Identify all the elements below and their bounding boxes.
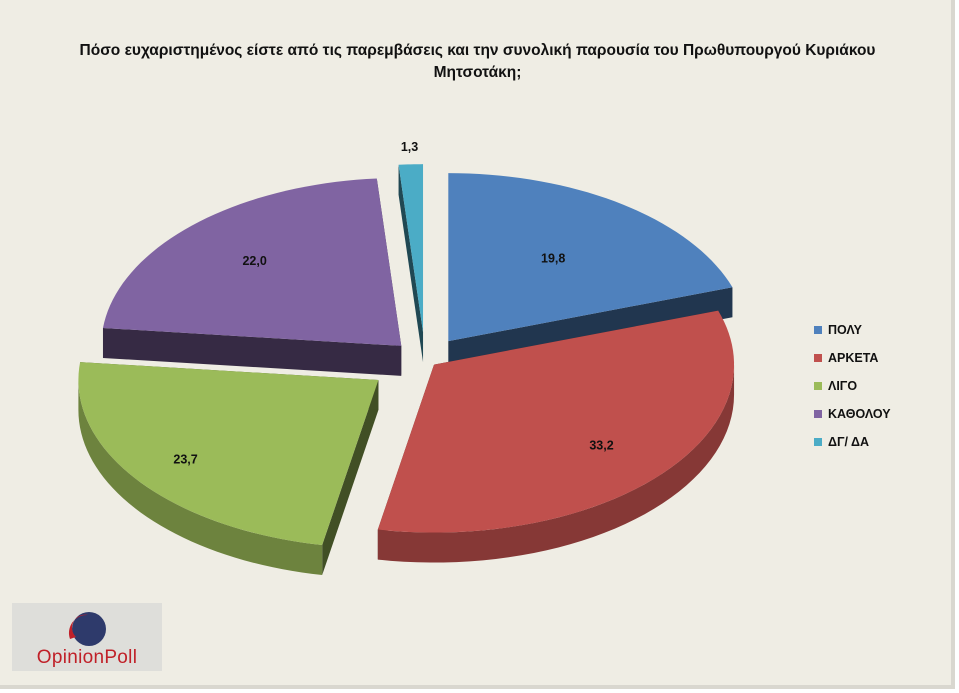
pie-slice-side (78, 380, 323, 576)
legend-item-4: ΚΑΘΟΛΟΥ (814, 400, 891, 428)
pie-slice-wall (102, 327, 402, 376)
pie-slice-4 (102, 178, 402, 376)
data-label-4: 22,0 (242, 254, 266, 268)
legend-label: ΚΑΘΟΛΟΥ (828, 407, 891, 421)
pie-slice-2 (377, 310, 735, 563)
pie-slice-top (377, 310, 735, 533)
legend-swatch (814, 354, 822, 362)
logo-mark-icon (68, 612, 106, 646)
pie-slice-wall (322, 380, 379, 576)
pie-slice-side (377, 364, 735, 563)
chart-title: Πόσο ευχαριστημένος είστε από τις παρεμβ… (40, 40, 915, 84)
legend-swatch (814, 410, 822, 418)
opinionpoll-logo: OpinionPoll (12, 603, 162, 671)
legend-swatch (814, 438, 822, 446)
legend-item-2: ΑΡΚΕΤΑ (814, 344, 891, 372)
pie-slice-top (448, 173, 733, 342)
legend: ΠΟΛΥ ΑΡΚΕΤΑ ΛΙΓΟ ΚΑΘΟΛΟΥ ΔΓ/ ΔΑ (814, 316, 891, 456)
pie-slice-wall (398, 164, 424, 363)
data-label-3: 23,7 (173, 452, 197, 466)
pie-slice-top (78, 362, 379, 546)
legend-label: ΔΓ/ ΔΑ (828, 435, 869, 449)
legend-label: ΑΡΚΕΤΑ (828, 351, 879, 365)
data-label-1: 19,8 (541, 252, 565, 266)
legend-label: ΠΟΛΥ (828, 323, 862, 337)
data-label-2: 33,2 (589, 438, 613, 452)
logo-navy-circle (72, 612, 106, 646)
pie-slice-3 (78, 362, 379, 576)
chart-title-line-2: Μητσοτάκη; (433, 64, 522, 81)
legend-swatch (814, 382, 822, 390)
logo-text: OpinionPoll (36, 647, 138, 668)
logo-red-crescent (68, 614, 88, 639)
legend-item-3: ΛΙΓΟ (814, 372, 891, 400)
legend-swatch (814, 326, 822, 334)
pie-slice-5 (398, 164, 424, 363)
data-label-5: 1,3 (401, 140, 418, 154)
chart-title-line-1: Πόσο ευχαριστημένος είστε από τις παρεμβ… (79, 42, 876, 59)
pie-slice-top (398, 164, 424, 333)
legend-label: ΛΙΓΟ (828, 379, 858, 393)
legend-item-5: ΔΓ/ ΔΑ (814, 428, 891, 456)
pie-slice-top (102, 178, 402, 346)
legend-item-1: ΠΟΛΥ (814, 316, 891, 344)
